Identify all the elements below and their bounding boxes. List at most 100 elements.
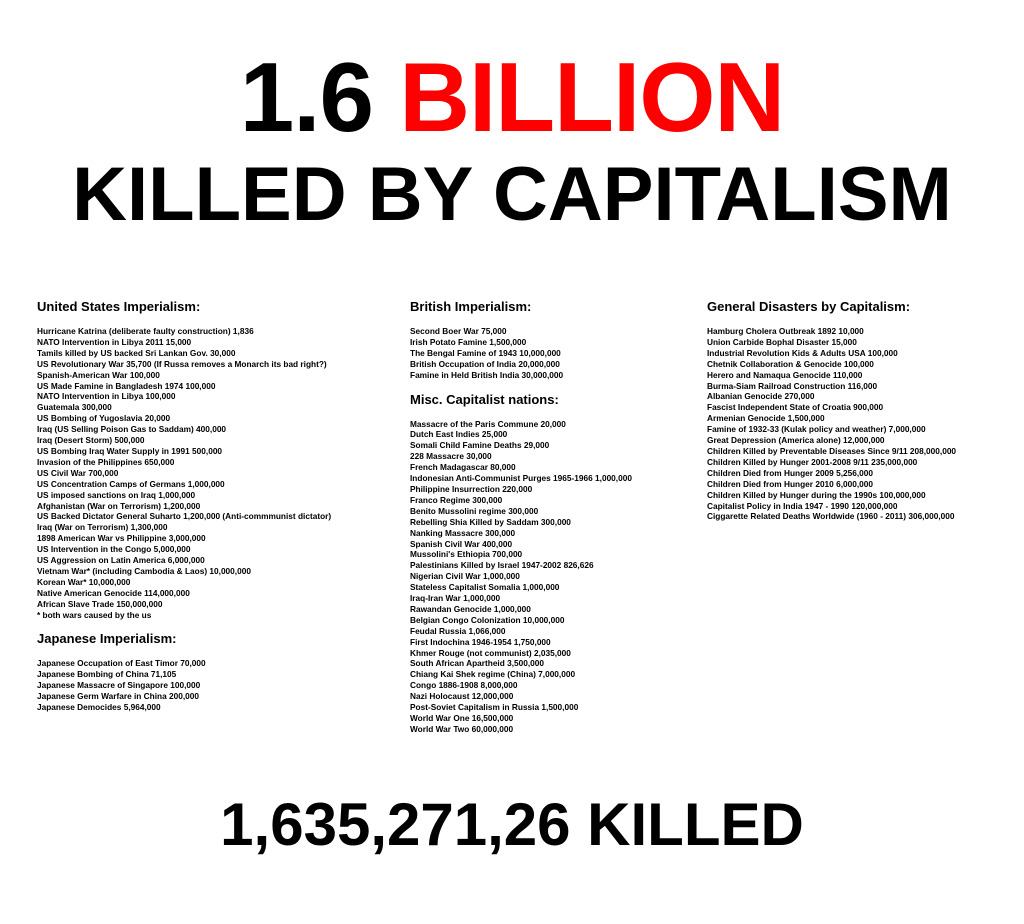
list-item: Nigerian Civil War 1,000,000 bbox=[410, 571, 520, 582]
list-item: Tamils killed by US backed Sri Lankan Go… bbox=[37, 347, 236, 358]
item-list: Second Boer War 75,000 Irish Potato Famin… bbox=[410, 326, 632, 381]
list-item: US Revolutionary War 35,700 (If Russa re… bbox=[37, 358, 327, 369]
list-item: Japanese Germ Warfare in China 200,000 bbox=[37, 691, 200, 702]
list-item: Franco Regime 300,000 bbox=[410, 494, 503, 505]
list-item: Stateless Capitalist Somalia 1,000,000 bbox=[410, 582, 560, 593]
list-item: Industrial Revolution Kids & Adults USA … bbox=[707, 347, 898, 358]
section-title: Japanese Imperialism: bbox=[37, 631, 177, 647]
list-item: Iraq-Iran War 1,000,000 bbox=[410, 593, 501, 604]
headline-number: 1.6 BILLION bbox=[0, 42, 1024, 152]
list-item: US Made Famine in Bangladesh 1974 100,00… bbox=[37, 380, 216, 391]
list-item: Hamburg Cholera Outbreak 1892 10,000 bbox=[707, 326, 864, 336]
list-item: US Concentration Camps of Germans 1,000,… bbox=[37, 478, 225, 489]
list-item: Guatemala 300,000 bbox=[37, 402, 112, 413]
list-item: Union Carbide Bophal Disaster 15,000 bbox=[707, 336, 857, 347]
list-item: Burma-Siam Railroad Construction 116,000 bbox=[707, 380, 878, 391]
list-item: US Aggression on Latin America 6,000,000 bbox=[37, 555, 205, 566]
list-item: First Indochina 1946-1954 1,750,000 bbox=[410, 636, 551, 647]
section-us-imperialism: United States Imperialism: Hurricane Kat… bbox=[37, 299, 331, 620]
list-item: Second Boer War 75,000 bbox=[410, 326, 507, 336]
list-item: Children Killed by Hunger during the 199… bbox=[707, 489, 926, 500]
headline-unit: BILLION bbox=[399, 42, 785, 152]
list-item: South African Apartheid 3,500,000 bbox=[410, 658, 545, 669]
item-list: Massacre of the Paris Commune 20,000 Dutc… bbox=[410, 419, 632, 735]
list-item: Albanian Genocide 270,000 bbox=[707, 391, 815, 402]
list-item: Famine in Held British India 30,000,000 bbox=[410, 369, 564, 380]
total-killed: 1,635,271,26 KILLED bbox=[220, 791, 804, 858]
section-title: United States Imperialism: bbox=[37, 299, 201, 314]
list-item: * both wars caused by the us bbox=[37, 609, 152, 620]
section-british-imperialism: British Imperialism: Second Boer War 75,… bbox=[410, 299, 632, 381]
list-item: Spanish Civil War 400,000 bbox=[410, 538, 513, 549]
list-item: Great Depression (America alone) 12,000,… bbox=[707, 435, 885, 446]
section-title: British Imperialism: bbox=[410, 299, 532, 314]
list-item: Feudal Russia 1,066,000 bbox=[410, 625, 506, 636]
list-item: Vietnam War* (including Cambodia & Laos)… bbox=[37, 565, 251, 576]
list-item: Capitalist Policy in India 1947 - 1990 1… bbox=[707, 500, 898, 511]
item-list: Hurricane Katrina (deliberate faulty con… bbox=[37, 326, 331, 620]
list-item: Iraq (Desert Storm) 500,000 bbox=[37, 435, 145, 446]
list-item: African Slave Trade 150,000,000 bbox=[37, 598, 163, 609]
list-item: Irish Potato Famine 1,500,000 bbox=[410, 336, 527, 347]
list-item: Children Killed by Hunger 2001-2008 9/11… bbox=[707, 456, 918, 467]
list-item: Chetnik Collaboration & Genocide 100,000 bbox=[707, 358, 874, 369]
list-item: 228 Massacre 30,000 bbox=[410, 451, 492, 462]
list-item: Japanese Bombing of China 71,105 bbox=[37, 669, 177, 680]
column-left: United States Imperialism: Hurricane Kat… bbox=[37, 299, 331, 724]
list-item: Nazi Holocaust 12,000,000 bbox=[410, 691, 514, 702]
headline-subtitle: KILLED BY CAPITALISM bbox=[72, 152, 952, 237]
list-item: Iraq (US Selling Poison Gas to Saddam) 4… bbox=[37, 424, 227, 435]
list-item: NATO Intervention in Libya 100,000 bbox=[37, 391, 176, 402]
section-general-disasters: General Disasters by Capitalism: Hamburg… bbox=[707, 299, 956, 522]
list-item: US imposed sanctions on Iraq 1,000,000 bbox=[37, 489, 196, 500]
list-item: World War Two 60,000,000 bbox=[410, 723, 514, 734]
list-item: British Occupation of India 20,000,000 bbox=[410, 358, 560, 369]
list-item: Japanese Massacre of Singapore 100,000 bbox=[37, 680, 201, 691]
list-item: Iraq (War on Terrorism) 1,300,000 bbox=[37, 522, 168, 533]
list-item: Mussolini's Ethiopia 700,000 bbox=[410, 549, 523, 560]
list-item: Rebelling Shia Killed by Saddam 300,000 bbox=[410, 516, 571, 527]
list-item: Massacre of the Paris Commune 20,000 bbox=[410, 418, 566, 429]
column-right: General Disasters by Capitalism: Hamburg… bbox=[707, 299, 956, 533]
list-item: US Backed Dictator General Suharto 1,200… bbox=[37, 511, 332, 522]
list-item: US Intervention in the Congo 5,000,000 bbox=[37, 544, 191, 555]
list-item: Fascist Independent State of Croatia 900… bbox=[707, 402, 884, 413]
list-item: Indonesian Anti-Communist Purges 1965-19… bbox=[410, 473, 632, 484]
list-item: US Bombing of Yugoslavia 20,000 bbox=[37, 413, 171, 424]
list-item: Belgian Congo Colonization 10,000,000 bbox=[410, 614, 565, 625]
section-title: General Disasters by Capitalism: bbox=[707, 299, 911, 314]
list-item: Ciggarette Related Deaths Worldwide (196… bbox=[707, 511, 955, 522]
list-item: Korean War* 10,000,000 bbox=[37, 576, 131, 587]
list-item: Spanish-American War 100,000 bbox=[37, 369, 160, 380]
list-item: Rawandan Genocide 1,000,000 bbox=[410, 603, 531, 614]
list-item: Afghanistan (War on Terrorism) 1,200,000 bbox=[37, 500, 201, 511]
list-item: Somali Child Famine Deaths 29,000 bbox=[410, 440, 550, 451]
item-list: Hamburg Cholera Outbreak 1892 10,000 Unio… bbox=[707, 326, 956, 522]
list-item: US Civil War 700,000 bbox=[37, 467, 119, 478]
section-title: Misc. Capitalist nations: bbox=[410, 391, 559, 407]
list-item: Japanese Occupation of East Timor 70,000 bbox=[37, 658, 206, 669]
headline-figure: 1.6 bbox=[239, 42, 374, 152]
list-item: Philippine Insurrection 220,000 bbox=[410, 483, 533, 494]
list-item: Palestinians Killed by Israel 1947-2002 … bbox=[410, 560, 594, 571]
list-item: Post-Soviet Capitalism in Russia 1,500,0… bbox=[410, 702, 579, 713]
list-item: Native American Genocide 114,000,000 bbox=[37, 587, 190, 598]
list-item: Khmer Rouge (not communist) 2,035,000 bbox=[410, 647, 571, 658]
list-item: Congo 1886-1908 8,000,000 bbox=[410, 680, 518, 691]
column-middle: British Imperialism: Second Boer War 75,… bbox=[410, 299, 632, 746]
list-item: Armenian Genocide 1,500,000 bbox=[707, 413, 825, 424]
list-item: Famine of 1932-33 (Kulak policy and weat… bbox=[707, 424, 926, 435]
list-item: Dutch East Indies 25,000 bbox=[410, 429, 508, 440]
list-item: 1898 American War vs Philippine 3,000,00… bbox=[37, 533, 206, 544]
list-item: The Bengal Famine of 1943 10,000,000 bbox=[410, 347, 561, 358]
section-japanese-imperialism: Japanese Imperialism: Japanese Occupatio… bbox=[37, 631, 331, 713]
section-misc-capitalist: Misc. Capitalist nations: Massacre of th… bbox=[410, 392, 632, 735]
list-item: World War One 16,500,000 bbox=[410, 713, 514, 723]
list-item: Japanese Democides 5,964,000 bbox=[37, 702, 161, 713]
list-item: Hurricane Katrina (deliberate faulty con… bbox=[37, 326, 254, 336]
list-item: US Bombing Iraq Water Supply in 1991 500… bbox=[37, 445, 223, 456]
list-item: Nanking Massacre 300,000 bbox=[410, 527, 516, 538]
list-item: Invasion of the Philippines 650,000 bbox=[37, 456, 175, 467]
list-item: Herero and Namaqua Genocide 110,000 bbox=[707, 369, 863, 380]
item-list: Japanese Occupation of East Timor 70,000… bbox=[37, 658, 331, 713]
